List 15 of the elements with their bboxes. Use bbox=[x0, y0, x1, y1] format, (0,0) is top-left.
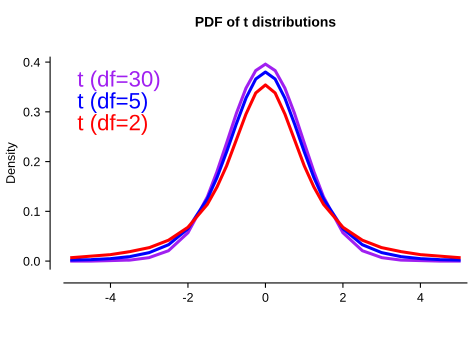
text: t (df=2) bbox=[78, 114, 147, 135]
x-tick-label: 4 bbox=[417, 293, 424, 302]
y-tick-label: 0.0 bbox=[23, 256, 40, 266]
text: t (df=5) bbox=[78, 92, 147, 113]
y-tick-label: 0.4 bbox=[23, 58, 40, 67]
y-tick-label: 0.2 bbox=[23, 157, 40, 166]
y-tick-label: 0.1 bbox=[23, 207, 40, 216]
x-tick-label: 0 bbox=[262, 292, 268, 302]
text: t (df=30) bbox=[78, 70, 160, 92]
y-tick-label: 0.3 bbox=[23, 108, 40, 116]
x-tick-label: -2 bbox=[182, 292, 193, 302]
y-axis-title: Density bbox=[6, 142, 18, 183]
chart-title: PDF of t distributions bbox=[196, 16, 336, 27]
x-tick-label: 2 bbox=[340, 292, 346, 302]
x-tick-label: -4 bbox=[105, 293, 116, 302]
